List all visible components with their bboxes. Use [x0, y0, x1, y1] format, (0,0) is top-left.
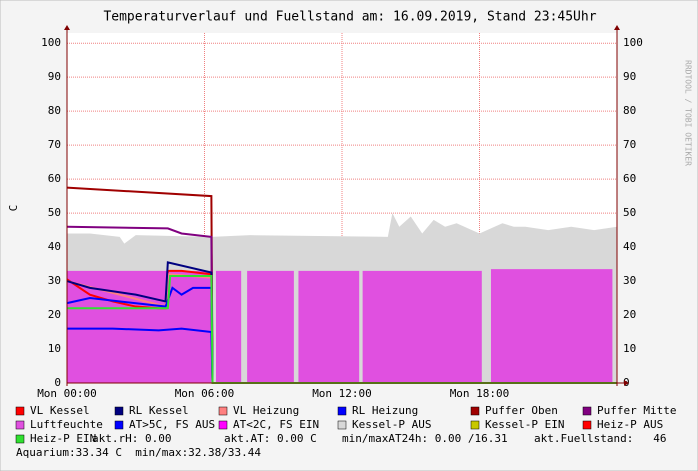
legend-label: Puffer Mitte: [597, 404, 676, 417]
legend-swatch: [15, 406, 25, 416]
legend-swatch: [337, 420, 347, 430]
chart-title: Temperaturverlauf und Fuellstand am: 16.…: [103, 10, 596, 25]
y-tick-label: 40: [48, 240, 61, 253]
legend-label: Kessel-P EIN: [485, 418, 564, 431]
watermark: RRDTOOL / TOBI OETIKER: [684, 60, 693, 166]
y2-tick-label: 20: [623, 308, 636, 321]
legend-label: Puffer Oben: [485, 404, 558, 417]
y-tick-label: 50: [48, 206, 61, 219]
legend-note: akt.rH: 0.00: [92, 432, 171, 445]
y-tick-label: 20: [48, 308, 61, 321]
marks: [66, 186, 617, 384]
y-tick-label: 30: [48, 274, 61, 287]
y2-tick-label: 10: [623, 342, 636, 355]
y2-tick-label: 90: [623, 70, 636, 83]
x-tick-label: Mon 00:00: [37, 387, 97, 400]
y2-tick-label: 60: [623, 172, 636, 185]
legend-note: min/maxAT24h: 0.00 /16.31: [342, 432, 508, 445]
y2-tick-label: 80: [623, 104, 636, 117]
y2-tick-label: 70: [623, 138, 636, 151]
y-tick-label: 60: [48, 172, 61, 185]
legend-label: RL Heizung: [352, 404, 418, 417]
y2-tick-label: 40: [623, 240, 636, 253]
legend: VL Kessel RL Kessel VL Heizung RL Heizung Pu…: [15, 404, 676, 459]
legend-swatch: [470, 420, 480, 430]
legend-note: akt.Fuellstand: 46: [534, 432, 666, 445]
legend-swatch: [218, 406, 228, 416]
legend-label: VL Kessel: [30, 404, 90, 417]
y2-tick-label: 30: [623, 274, 636, 287]
y-tick-label: 0: [54, 376, 61, 389]
x-tick-label: Mon 18:00: [450, 387, 510, 400]
y2-tick-label: 100: [623, 36, 643, 49]
legend-note: akt.AT: 0.00 C: [224, 432, 317, 445]
y-tick-label: 10: [48, 342, 61, 355]
legend-note: Aquarium:33.34 C min/max:32.38/33.44: [16, 446, 261, 459]
legend-swatch: [114, 420, 124, 430]
legend-label: Kessel-P AUS: [352, 418, 431, 431]
legend-swatch: [15, 420, 25, 430]
legend-swatch: [337, 406, 347, 416]
legend-label: RL Kessel: [129, 404, 189, 417]
axes: [64, 25, 629, 386]
legend-swatch: [114, 406, 124, 416]
legend-label: Heiz-P AUS: [597, 418, 663, 431]
x-tick-label: Mon 12:00: [312, 387, 372, 400]
legend-swatch: [582, 406, 592, 416]
y-tick-label: 70: [48, 138, 61, 151]
legend-label: Heiz-P EIN: [30, 432, 96, 445]
series-area: [67, 269, 613, 383]
legend-swatch: [218, 420, 228, 430]
legend-swatch: [470, 406, 480, 416]
x-tick-label: Mon 06:00: [175, 387, 235, 400]
y2-tick-label: 50: [623, 206, 636, 219]
legend-label: AT<2C, FS EIN: [233, 418, 319, 431]
legend-label: Luftfeuchte: [30, 418, 103, 431]
y-axis-label: C: [7, 205, 20, 212]
y-tick-label: 100: [41, 36, 61, 49]
legend-swatch: [15, 434, 25, 444]
legend-label: AT>5C, FS AUS: [129, 418, 215, 431]
legend-swatch: [582, 420, 592, 430]
y-tick-label: 80: [48, 104, 61, 117]
legend-label: VL Heizung: [233, 404, 299, 417]
y-tick-label: 90: [48, 70, 61, 83]
